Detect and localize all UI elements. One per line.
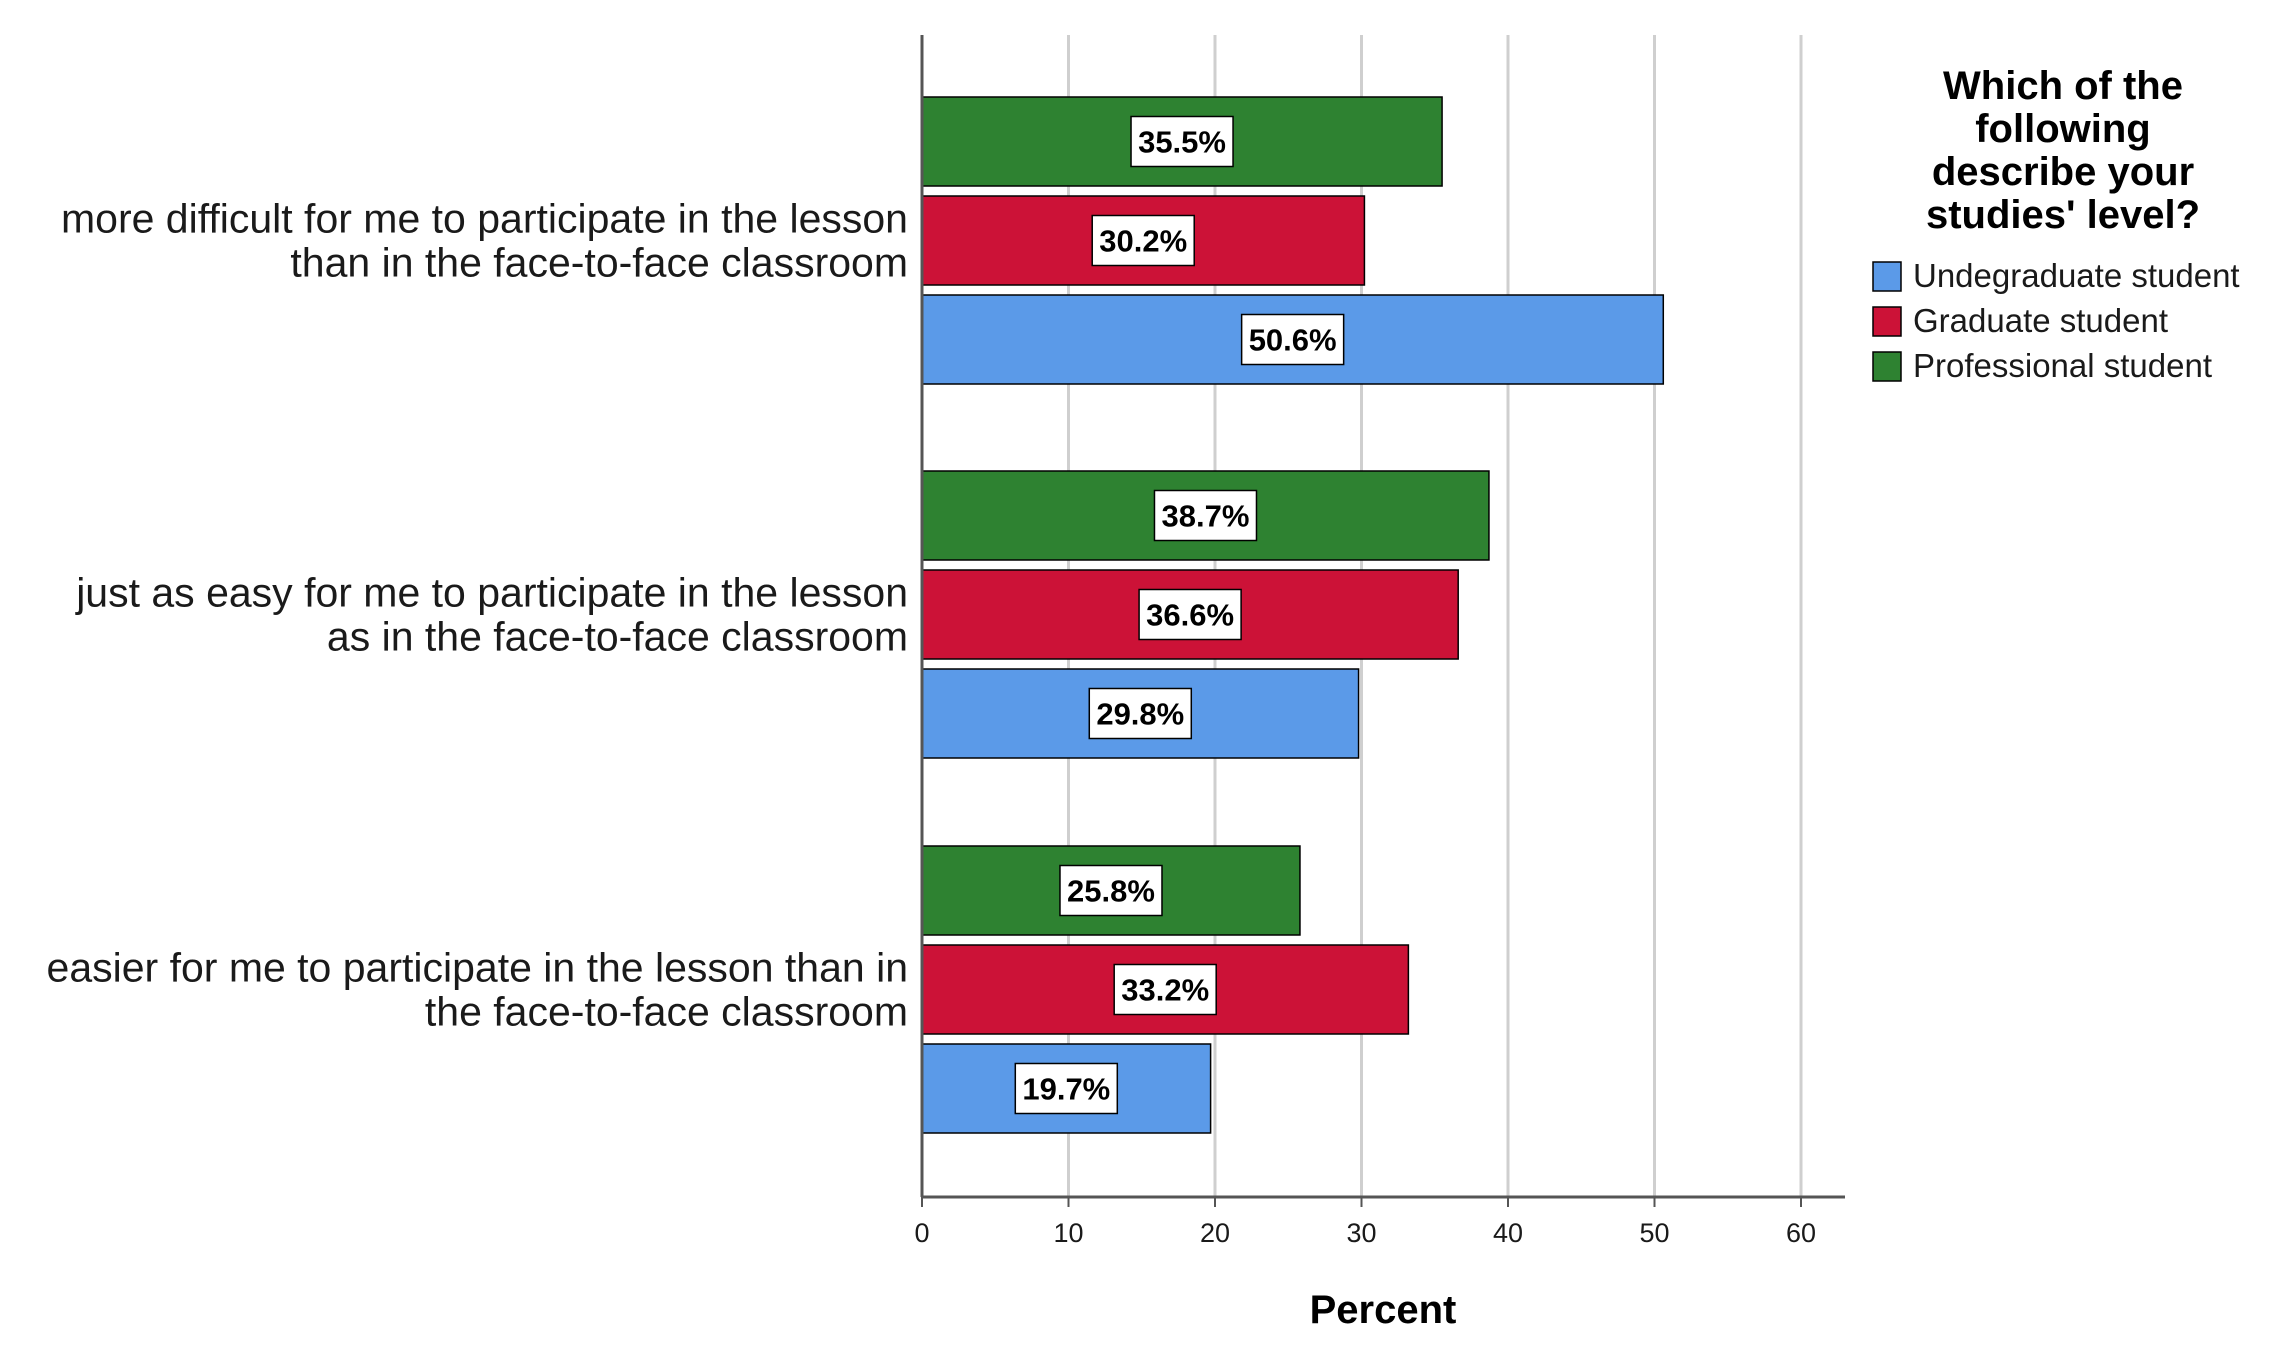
data-label-box [1014,1062,1119,1115]
data-label: 35.5% [1138,125,1226,160]
axes [920,35,1845,1207]
category-label-2: easier for me to participate in the less… [47,945,908,1035]
data-label: 19.7% [1022,1072,1110,1107]
data-label-box [1113,963,1217,1016]
data-label: 36.6% [1146,598,1234,633]
x-tick-labels: 0 10 20 30 40 50 60 [914,1218,1816,1248]
category-label-line: just as easy for me to participate in th… [75,570,908,616]
data-label-box [1240,313,1345,366]
x-tick-label: 10 [1053,1218,1083,1248]
x-tick-label: 30 [1346,1218,1376,1248]
x-axis-title: Percent [1310,1288,1457,1332]
legend-item-label: Professional student [1913,347,2212,384]
x-tick-label: 60 [1786,1218,1816,1248]
category-labels: more difficult for me to participate in … [47,196,908,1035]
legend-item-label: Undegraduate student [1913,257,2240,294]
legend-title-line: following [1975,107,2151,151]
legend-title-line: describe your [1932,150,2194,194]
data-label-box [1130,115,1234,168]
data-label: 25.8% [1067,874,1155,909]
category-label-line: as in the face-to-face classroom [327,614,908,660]
data-label-box [1059,864,1163,917]
data-label: 30.2% [1099,224,1187,259]
bar-professional-student-0 [921,96,1443,187]
legend-title-line: studies' level? [1926,193,2200,237]
category-label-line: easier for me to participate in the less… [47,945,908,991]
category-label-line: more difficult for me to participate in … [61,196,908,242]
x-tick-label: 50 [1639,1218,1669,1248]
legend-item-label: Graduate student [1913,302,2168,339]
data-label-box [1138,588,1242,641]
legend-swatch [1872,261,1902,292]
data-label: 38.7% [1162,499,1250,534]
data-label-box [1088,687,1193,740]
category-label-1: just as easy for me to participate in th… [75,570,908,660]
data-label: 33.2% [1121,973,1209,1008]
legend-swatch [1872,351,1902,382]
bars: 35.5% 38.7% 25.8% 30.2% 36.6% 33.2% 50.6% 29.8%… [921,96,1665,1134]
x-tick-label: 40 [1493,1218,1523,1248]
data-label-box [1153,489,1258,542]
x-tick-label: 20 [1200,1218,1230,1248]
category-label-line: than in the face-to-face classroom [290,240,908,286]
category-label-line: the face-to-face classroom [425,989,908,1035]
legend-title-line: Which of the [1943,64,2183,108]
category-label-0: more difficult for me to participate in … [61,196,908,286]
legend-swatch [1872,306,1902,337]
data-label-box [1091,214,1195,267]
x-tick-label: 0 [914,1218,929,1248]
data-label: 50.6% [1249,323,1337,358]
data-label: 29.8% [1096,697,1184,732]
